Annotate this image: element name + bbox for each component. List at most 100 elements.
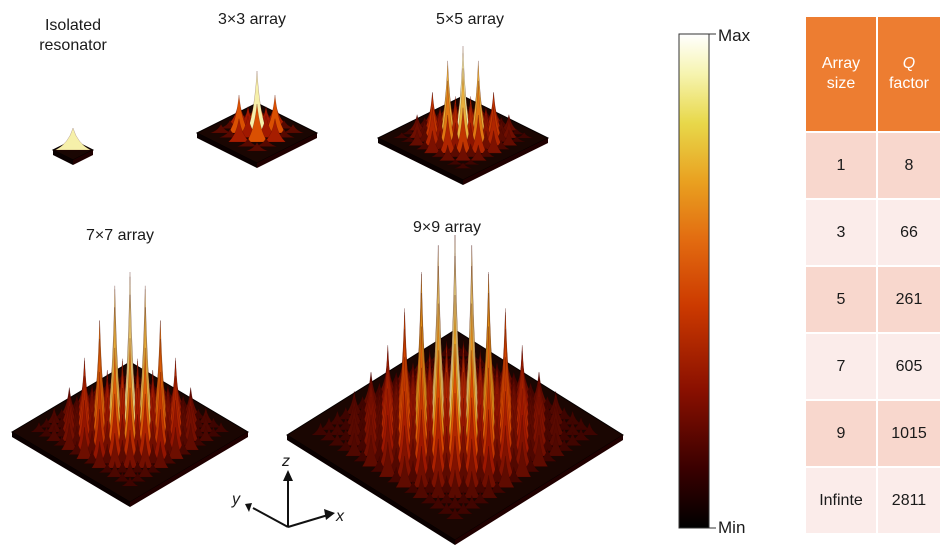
field-peak — [469, 80, 487, 146]
array-3x3-plot — [195, 70, 319, 168]
field-peak — [438, 144, 457, 161]
field-peak — [136, 461, 154, 478]
field-peak — [563, 420, 583, 436]
cell-array-size: 9 — [804, 399, 878, 468]
field-peak — [462, 495, 482, 509]
field-peak — [499, 129, 518, 146]
header-array-size-line1: Array — [821, 55, 861, 72]
field-peak — [263, 118, 287, 143]
cell-array-size: 5 — [804, 265, 878, 334]
field-peak — [462, 471, 482, 499]
field-peak — [129, 471, 146, 482]
field-peak — [563, 432, 583, 446]
field-peak — [327, 411, 347, 425]
header-q-factor: Q factor — [876, 15, 942, 133]
table-row: Infinte 2811 — [804, 466, 942, 535]
field-peak — [462, 397, 481, 478]
field-peak — [205, 426, 222, 437]
field-peak — [361, 434, 381, 467]
plot-base-edge — [197, 133, 257, 168]
array-7x7-plot — [11, 271, 249, 507]
field-peak — [445, 436, 465, 488]
field-peak — [454, 141, 472, 161]
field-peak — [529, 434, 549, 467]
field-peak — [469, 114, 488, 154]
field-peak — [121, 387, 139, 460]
field-peak — [572, 427, 590, 441]
field-peak — [197, 425, 215, 442]
colorbar-max-label: Max — [718, 26, 751, 45]
plot-base-edge — [287, 435, 455, 545]
field-peak — [429, 438, 448, 488]
field-peak — [197, 415, 215, 433]
field-peak — [412, 475, 431, 499]
cell-q-factor: 261 — [876, 265, 942, 334]
field-peak — [446, 158, 464, 165]
plot-base-edge — [463, 138, 548, 185]
field-peak — [484, 107, 503, 146]
field-peak — [454, 107, 472, 154]
isolated-resonator-plot — [51, 127, 95, 165]
cell-q-factor: 2811 — [876, 466, 942, 535]
plot-base-edge — [73, 150, 93, 165]
field-peak — [393, 131, 411, 139]
plot-base-edge — [12, 432, 130, 507]
field-peak — [121, 460, 139, 478]
field-peak — [327, 420, 347, 436]
plot-base-edge — [257, 133, 317, 168]
axis-x-label: x — [336, 508, 344, 525]
field-peak — [106, 433, 124, 469]
field-peak — [496, 455, 515, 488]
field-peak — [469, 144, 488, 161]
cell-array-size: 1 — [804, 131, 878, 200]
plot-base-edge — [53, 150, 73, 165]
field-peak — [445, 494, 465, 509]
cell-q-factor: 66 — [876, 198, 942, 267]
field-peak — [45, 425, 63, 442]
field-peak — [378, 441, 397, 478]
field-peak — [212, 421, 230, 433]
field-peak — [106, 461, 124, 478]
field-peak — [471, 490, 490, 504]
cell-q-factor: 8 — [876, 131, 942, 200]
field-peak — [546, 433, 566, 457]
cell-q-factor: 1015 — [876, 399, 942, 468]
field-peak — [479, 475, 498, 499]
field-peak — [580, 422, 599, 436]
field-peak — [438, 114, 457, 154]
field-peak — [454, 500, 473, 514]
table-row: 5 261 — [804, 265, 942, 334]
array-9x9-plot — [286, 234, 624, 545]
field-peak — [255, 137, 277, 147]
field-peak — [412, 446, 431, 488]
field-peak — [151, 441, 169, 469]
field-peak — [151, 409, 169, 460]
field-peak — [462, 158, 480, 165]
header-q-factor-line2: factor — [888, 75, 929, 92]
field-peak — [282, 123, 304, 134]
field-peak — [136, 393, 154, 460]
table-row: 1 8 — [804, 131, 942, 200]
cell-array-size: Infinte — [804, 466, 878, 535]
colorbar-min-label: Min — [718, 518, 746, 537]
field-peak — [30, 421, 48, 433]
q-factor-table: Array size Q factor 1 8 3 66 5 261 7 605… — [804, 15, 942, 535]
isolated-label-line1: Isolated — [44, 17, 102, 34]
axis-y-label: y — [232, 491, 240, 508]
field-peak — [263, 94, 287, 134]
array-7x7-label: 7×7 array — [86, 227, 155, 244]
field-peak — [144, 462, 161, 473]
field-peak — [246, 141, 268, 152]
field-peak — [106, 393, 124, 460]
field-peak — [245, 103, 269, 143]
field-peak — [462, 438, 481, 488]
field-peak — [167, 400, 184, 451]
plot-base-edge — [378, 138, 463, 185]
table-header-row: Array size Q factor — [804, 15, 942, 133]
field-peak — [327, 432, 347, 446]
field-peak — [167, 427, 184, 460]
array-5x5-plot — [376, 45, 550, 185]
field-peak — [182, 423, 200, 451]
cell-array-size: 3 — [804, 198, 878, 267]
